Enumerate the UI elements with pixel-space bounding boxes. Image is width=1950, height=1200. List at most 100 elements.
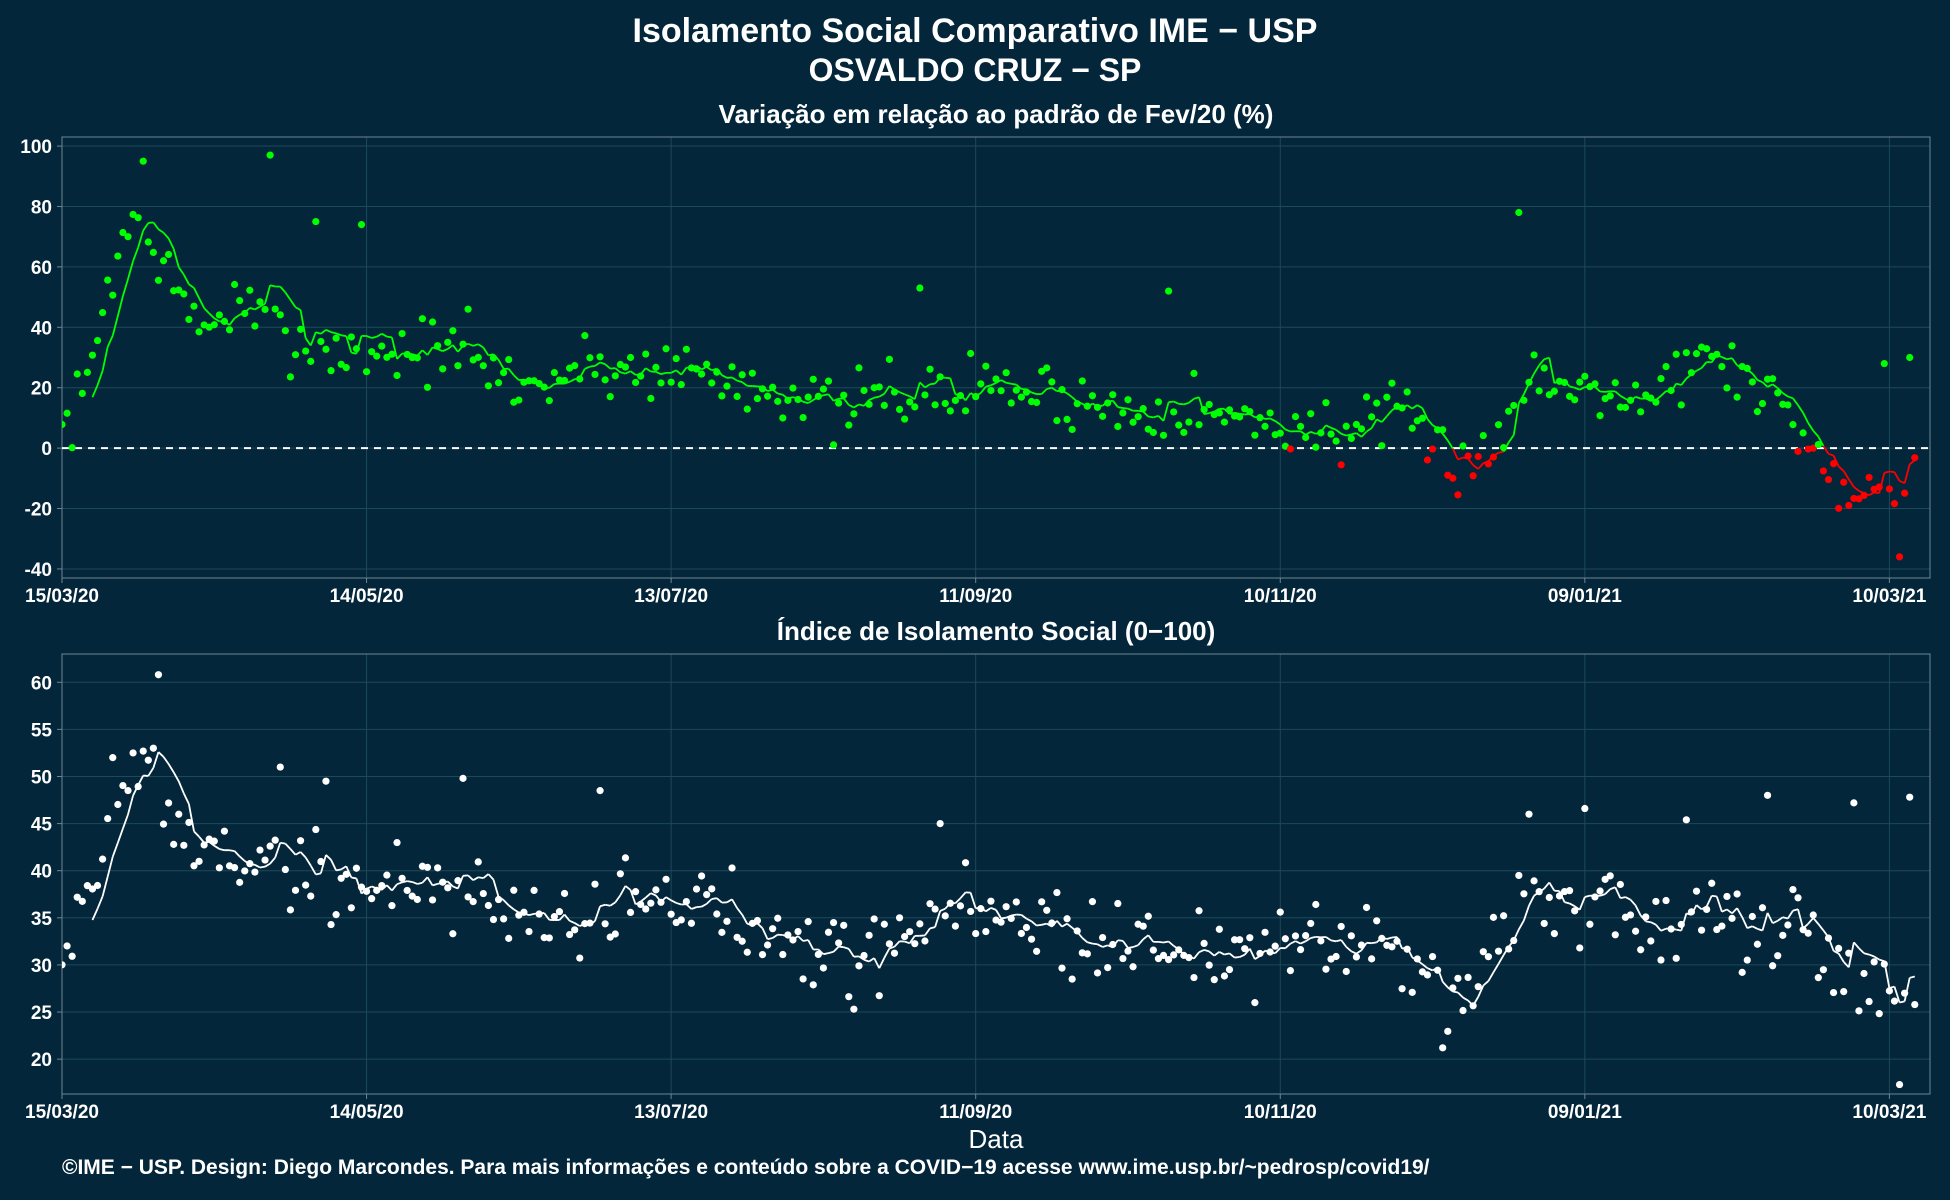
trend-segment bbox=[1274, 420, 1281, 426]
data-point bbox=[1677, 920, 1685, 929]
trend-segment bbox=[1137, 938, 1144, 946]
data-point bbox=[489, 915, 498, 924]
trend-segment bbox=[233, 850, 241, 858]
data-point bbox=[1241, 945, 1249, 953]
trend-segment bbox=[391, 337, 398, 360]
data-point bbox=[1794, 447, 1802, 455]
y-tick-label: 20 bbox=[31, 1050, 52, 1071]
trend-segment bbox=[1660, 927, 1667, 932]
trend-segment bbox=[330, 859, 337, 871]
data-point bbox=[1378, 442, 1386, 450]
trend-segment bbox=[1345, 946, 1352, 953]
data-point bbox=[753, 394, 762, 403]
data-point bbox=[1053, 417, 1061, 425]
data-point bbox=[1748, 912, 1756, 921]
trend-segment bbox=[1290, 940, 1296, 945]
data-point bbox=[1154, 398, 1163, 406]
data-point bbox=[901, 415, 909, 423]
trend-segment bbox=[1868, 491, 1875, 496]
grid bbox=[61, 137, 1930, 578]
trend-segment bbox=[213, 317, 220, 323]
data-point bbox=[1048, 919, 1056, 927]
trend-segment bbox=[1457, 456, 1464, 461]
data-point bbox=[1190, 369, 1198, 377]
data-point bbox=[1738, 968, 1746, 976]
data-point bbox=[1662, 362, 1670, 371]
data-point bbox=[860, 386, 868, 395]
data-point bbox=[1875, 1010, 1883, 1018]
data-point bbox=[662, 345, 670, 353]
trend-segment bbox=[1746, 925, 1753, 929]
trend-segment bbox=[1700, 361, 1708, 369]
data-point bbox=[855, 364, 863, 372]
data-point bbox=[819, 385, 828, 393]
data-point bbox=[1109, 391, 1117, 399]
data-point bbox=[1073, 400, 1081, 408]
trend-segment bbox=[1239, 953, 1246, 958]
trend-segment bbox=[447, 880, 454, 888]
trend-segment bbox=[1766, 912, 1774, 924]
data-point bbox=[1637, 408, 1645, 416]
trend-segment bbox=[101, 876, 109, 897]
plot-area bbox=[62, 151, 1919, 561]
data-point bbox=[408, 892, 416, 900]
data-point bbox=[434, 864, 442, 872]
trend-segment bbox=[833, 397, 839, 402]
data-point bbox=[1454, 491, 1462, 499]
trend-segment bbox=[1295, 940, 1301, 945]
data-point bbox=[1530, 351, 1538, 359]
trend-segment bbox=[1244, 948, 1251, 956]
trend-segment bbox=[1421, 963, 1429, 969]
data-point bbox=[652, 886, 660, 894]
data-point bbox=[728, 363, 736, 371]
data-point bbox=[1068, 425, 1076, 434]
data-point bbox=[1906, 353, 1914, 362]
data-point bbox=[637, 900, 645, 909]
data-point bbox=[322, 777, 330, 785]
data-point bbox=[296, 837, 305, 845]
data-point bbox=[175, 286, 183, 294]
data-point bbox=[439, 878, 447, 886]
trend-segment bbox=[827, 393, 835, 402]
trend-segment bbox=[1142, 934, 1149, 940]
data-point bbox=[916, 284, 924, 292]
data-point bbox=[992, 375, 1000, 383]
data-point bbox=[1175, 421, 1183, 429]
data-point bbox=[535, 910, 543, 918]
trend-segment bbox=[1797, 404, 1804, 414]
data-point bbox=[1083, 402, 1091, 410]
trend-segment bbox=[1822, 445, 1830, 455]
trend-segment bbox=[188, 803, 195, 832]
data-point bbox=[337, 360, 345, 368]
trend-segment bbox=[1147, 934, 1155, 943]
y-tick-label: 45 bbox=[31, 815, 53, 836]
data-point bbox=[1444, 1027, 1452, 1035]
data-point bbox=[134, 782, 142, 791]
data-point bbox=[1581, 372, 1589, 380]
data-point bbox=[185, 315, 193, 324]
data-point bbox=[1428, 445, 1437, 453]
data-point bbox=[139, 747, 147, 755]
data-point bbox=[1225, 406, 1234, 414]
trend-segment bbox=[1188, 398, 1195, 404]
data-point bbox=[1829, 988, 1838, 997]
data-point bbox=[799, 413, 807, 422]
data-point bbox=[1865, 997, 1873, 1006]
y-tick-label: 20 bbox=[31, 379, 52, 400]
data-point bbox=[281, 865, 289, 874]
trend-segment bbox=[924, 927, 931, 936]
data-point bbox=[566, 930, 574, 939]
trend-segment bbox=[254, 864, 261, 869]
data-point bbox=[1129, 963, 1137, 971]
data-point bbox=[890, 388, 899, 396]
trend-segment bbox=[1462, 996, 1469, 1002]
trend-segment bbox=[1625, 896, 1631, 901]
trend-segment bbox=[111, 315, 119, 336]
trend-segment bbox=[614, 367, 621, 373]
data-point bbox=[302, 881, 310, 889]
trend-segment bbox=[1884, 470, 1890, 474]
isolation-index-panel: Índice de Isolamento Social (0−100) 20 25 3… bbox=[25, 616, 1931, 1154]
data-point bbox=[1439, 1044, 1447, 1052]
data-point bbox=[1286, 445, 1295, 453]
data-point bbox=[921, 391, 929, 399]
